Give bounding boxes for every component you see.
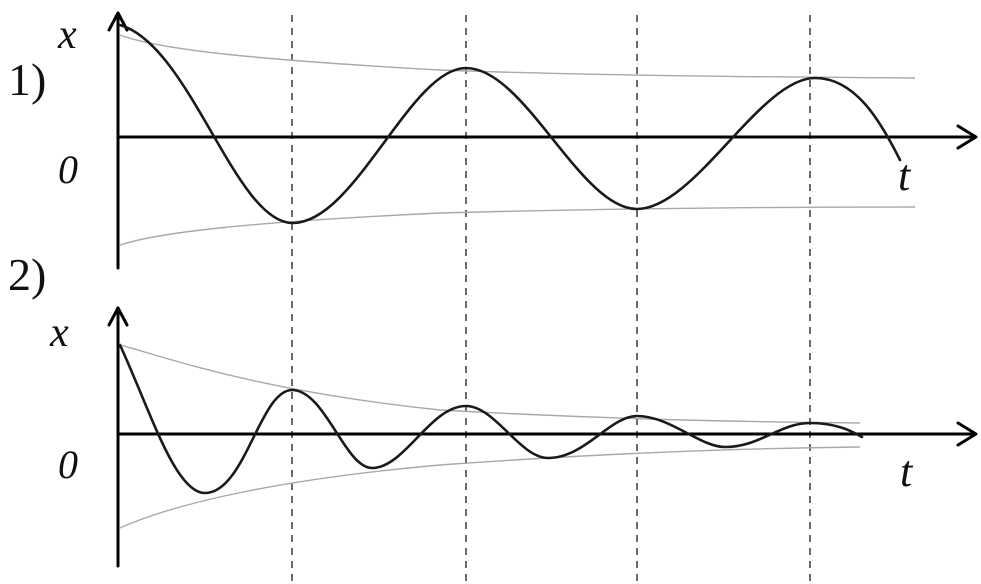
panel-2-upper-envelope [119, 344, 861, 424]
panel-1-lower-envelope [119, 206, 916, 246]
panel-2-lower-envelope [119, 446, 861, 529]
panel-1-x-axis-arrowhead [956, 124, 978, 150]
panel-1-upper-envelope [119, 34, 916, 79]
panel-2: 2) x 0 t [8, 249, 978, 568]
panel-1-oscillation-curve [118, 23, 902, 225]
panel-1-origin-label: 0 [58, 147, 78, 192]
panel-2-y-axis-arrowhead [107, 306, 129, 327]
panel-1-number-label: 1) [8, 54, 46, 105]
panel-1-y-axis-label: x [57, 12, 77, 58]
panel-2-number-label: 2) [8, 249, 46, 300]
panel-1-y-axis-arrowhead [107, 11, 129, 32]
panel-2-x-axis-label: t [900, 447, 914, 496]
reference-gridlines [291, 15, 811, 584]
panel-2-x-axis-arrowhead [956, 421, 978, 447]
panel-2-oscillation-curve [118, 343, 864, 495]
panel-2-y-axis-label: x [49, 310, 69, 356]
panel-2-origin-label: 0 [58, 442, 78, 487]
panel-1-x-axis-label: t [898, 151, 912, 200]
panel-1: 1) x 0 t [8, 11, 978, 270]
